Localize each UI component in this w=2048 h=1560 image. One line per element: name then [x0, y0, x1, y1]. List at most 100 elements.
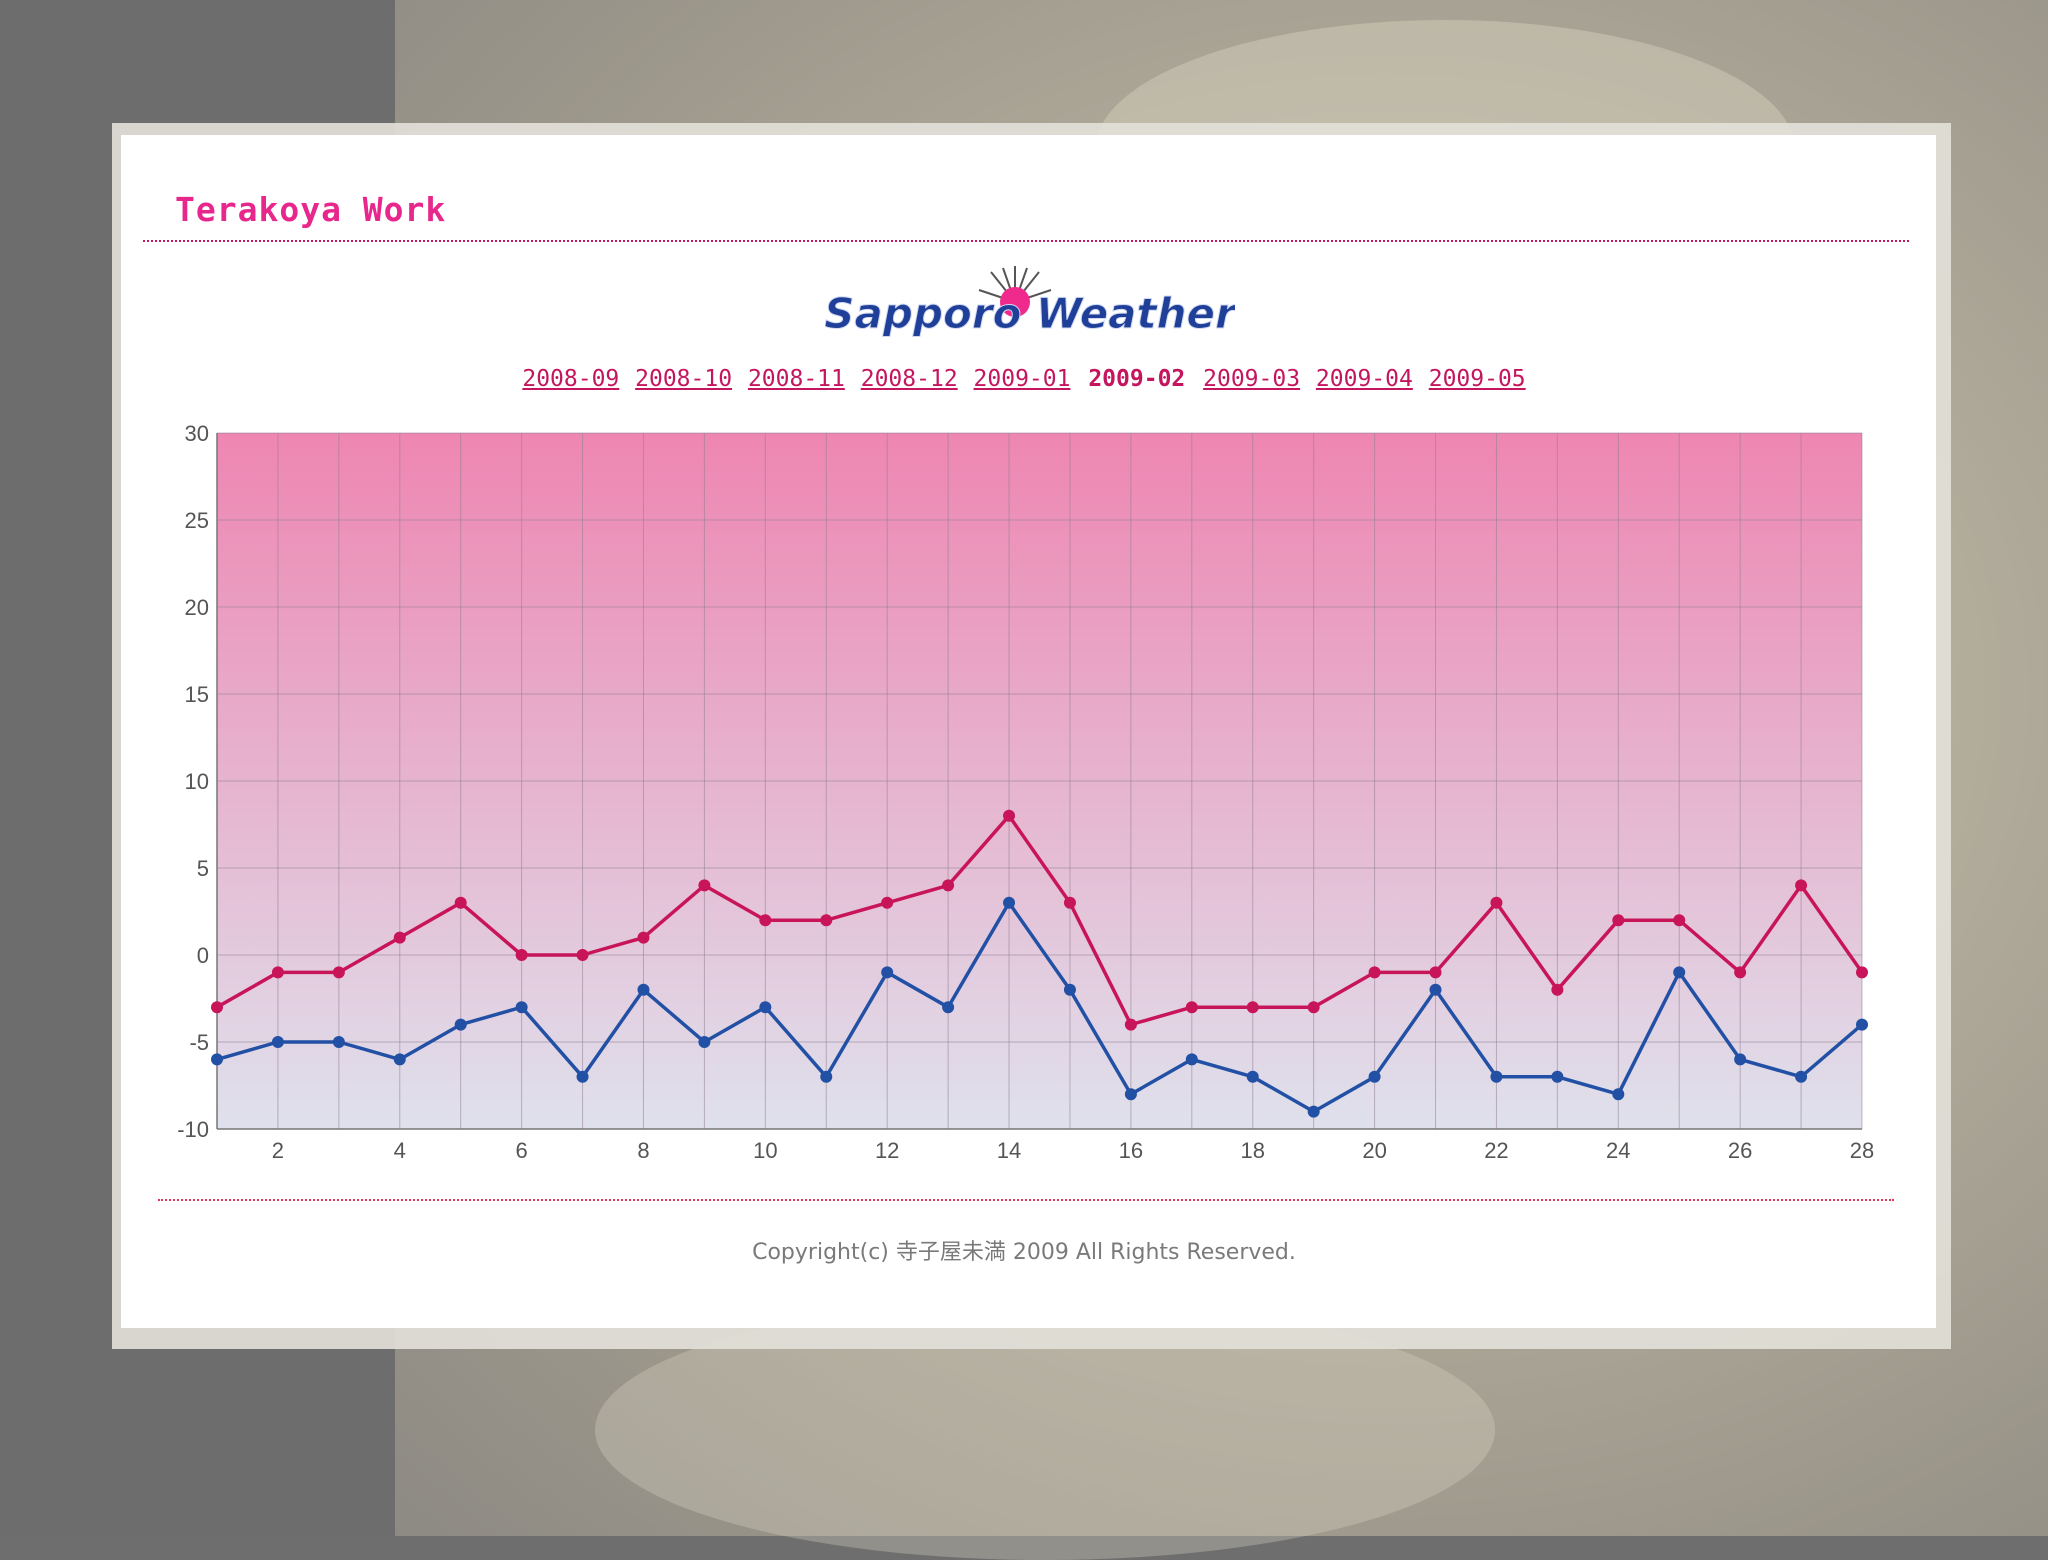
y-tick-label: 15 — [185, 682, 209, 707]
x-tick-label: 8 — [637, 1138, 649, 1163]
month-link[interactable]: 2009-01 — [973, 366, 1071, 392]
low-temperature-point — [820, 1070, 833, 1083]
high-temperature-point — [698, 879, 711, 892]
copyright-text: Copyright(c) 寺子屋未満 2009 All Rights Reser… — [752, 1240, 1296, 1265]
high-temperature-point — [1551, 983, 1564, 996]
high-temperature-point — [759, 914, 772, 927]
footer-divider — [158, 1199, 1894, 1201]
low-temperature-line — [216, 901, 1864, 1114]
x-tick-label: 6 — [516, 1138, 528, 1163]
high-temperature-point — [1429, 966, 1442, 979]
high-temperature-point — [1307, 1001, 1320, 1014]
month-link[interactable]: 2009-04 — [1315, 366, 1413, 392]
month-link[interactable]: 2008-09 — [522, 366, 620, 392]
chart-grid — [216, 432, 1863, 1130]
low-temperature-point — [1307, 1105, 1320, 1118]
x-tick-label: 24 — [1606, 1138, 1630, 1163]
low-temperature-point — [454, 1018, 467, 1031]
month-link[interactable]: 2008-11 — [747, 366, 845, 392]
month-link[interactable]: 2009-03 — [1203, 366, 1301, 392]
low-temperature-point — [1124, 1088, 1137, 1101]
low-temperature-point — [1368, 1070, 1381, 1083]
high-temperature-point — [1673, 914, 1686, 927]
y-tick-label: 20 — [185, 595, 209, 620]
high-temperature-point — [515, 949, 528, 961]
high-temperature-point — [454, 896, 467, 909]
low-temperature-point — [1612, 1088, 1625, 1101]
y-tick-label: 25 — [185, 508, 209, 533]
low-temperature-point — [1246, 1070, 1259, 1083]
high-temperature-point — [211, 1001, 223, 1014]
sapporo-weather-logo: Sapporo Weather — [825, 266, 1235, 339]
month-navigation: 2008-09 2008-10 2008-11 2008-12 2009-01 … — [0, 366, 2048, 392]
month-link[interactable]: 2009-05 — [1428, 366, 1526, 392]
high-temperature-point — [1063, 896, 1076, 909]
x-tick-label: 2 — [272, 1138, 284, 1163]
series-layer — [211, 809, 1868, 1118]
high-temperature-point — [576, 949, 589, 961]
x-tick-label: 14 — [997, 1138, 1021, 1163]
low-temperature-point — [332, 1036, 345, 1048]
high-temperature-point — [820, 914, 833, 927]
x-tick-label: 4 — [394, 1138, 406, 1163]
x-tick-label: 16 — [1119, 1138, 1143, 1163]
high-temperature-point — [1003, 809, 1016, 822]
x-tick-label: 10 — [753, 1138, 777, 1163]
low-temperature-point — [393, 1053, 406, 1066]
x-tick-label: 20 — [1362, 1138, 1386, 1163]
month-link[interactable]: 2008-12 — [860, 366, 958, 392]
y-tick-label: 5 — [197, 856, 209, 881]
low-temperature-point — [698, 1036, 711, 1048]
low-temperature-point — [942, 1001, 955, 1014]
y-tick-label: 30 — [185, 421, 209, 446]
high-temperature-point — [1490, 896, 1503, 909]
low-temperature-point — [1490, 1070, 1503, 1083]
low-temperature-point — [576, 1070, 589, 1083]
low-temperature-point — [1429, 983, 1442, 996]
title-divider — [143, 240, 1909, 242]
low-temperature-point — [1003, 896, 1016, 909]
high-temperature-point — [1185, 1001, 1198, 1014]
low-temperature-point — [1734, 1053, 1747, 1066]
high-temperature-point — [1246, 1001, 1259, 1014]
low-temperature-point — [1063, 983, 1076, 996]
low-temperature-point — [271, 1036, 284, 1048]
site-title[interactable]: Terakoya Work — [175, 190, 447, 229]
high-temperature-point — [942, 879, 955, 892]
low-temperature-point — [881, 966, 894, 979]
high-temperature-point — [637, 931, 650, 944]
high-temperature-point — [1734, 966, 1747, 979]
low-temperature-point — [1551, 1070, 1564, 1083]
high-temperature-point — [1124, 1018, 1137, 1031]
low-temperature-point — [637, 983, 650, 996]
high-temperature-point — [393, 931, 406, 944]
x-tick-label: 28 — [1850, 1138, 1874, 1163]
y-tick-label: -10 — [177, 1117, 209, 1142]
high-temperature-point — [1612, 914, 1625, 927]
low-temperature-point — [515, 1001, 528, 1014]
sun-icon — [978, 266, 1052, 317]
month-link[interactable]: 2008-10 — [635, 366, 733, 392]
high-temperature-point — [332, 966, 345, 979]
x-tick-label: 12 — [875, 1138, 899, 1163]
y-tick-label: 10 — [185, 769, 209, 794]
current-month: 2009-02 — [1088, 366, 1186, 392]
x-tick-label: 22 — [1484, 1138, 1508, 1163]
low-temperature-point — [759, 1001, 772, 1014]
low-temperature-point — [211, 1053, 223, 1066]
y-tick-label: 0 — [197, 943, 209, 968]
y-tick-label: -5 — [189, 1030, 209, 1055]
high-temperature-point — [881, 896, 894, 909]
low-temperature-point — [1856, 1018, 1868, 1031]
x-tick-label: 18 — [1240, 1138, 1264, 1163]
high-temperature-point — [271, 966, 284, 979]
low-temperature-point — [1795, 1070, 1808, 1083]
low-temperature-point — [1185, 1053, 1198, 1066]
low-temperature-point — [1673, 966, 1686, 979]
high-temperature-point — [1856, 966, 1868, 979]
high-temperature-point — [1795, 879, 1808, 892]
logo-text: Sapporo Weather — [825, 289, 1235, 338]
high-temperature-line — [216, 814, 1864, 1027]
